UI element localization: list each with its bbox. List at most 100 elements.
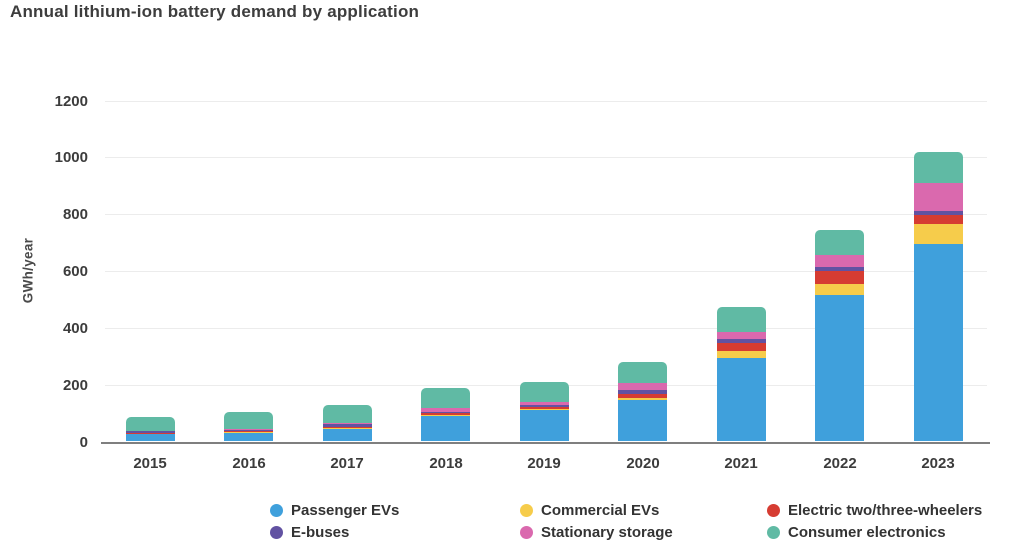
x-axis-label-2019: 2019 — [527, 455, 561, 472]
x-axis-line — [101, 442, 990, 444]
bar-segment-commercial-evs — [323, 427, 372, 429]
legend-swatch-icon — [767, 503, 780, 517]
legend-swatch-icon — [270, 503, 283, 517]
bar-segment-stationary-storage — [815, 255, 864, 267]
y-axis-tick-label: 400 — [62, 320, 88, 337]
bar-segment-electric-two-three-wheelers — [520, 406, 569, 410]
x-axis-label-2021: 2021 — [724, 455, 758, 472]
legend-label: E-buses — [291, 523, 350, 541]
bar-segment-passenger-evs — [618, 400, 667, 442]
bar-segment-e-buses — [126, 431, 175, 433]
bar-segment-consumer-electronics — [323, 405, 372, 424]
bar-segment-e-buses — [224, 429, 273, 432]
bar-segment-electric-two-three-wheelers — [815, 270, 864, 284]
bar-2022 — [815, 229, 864, 442]
bar-segment-electric-two-three-wheelers — [914, 215, 963, 225]
bar-segment-electric-two-three-wheelers — [421, 413, 470, 416]
chart-title: Annual lithium-ion battery demand by app… — [10, 2, 420, 21]
bar-2020 — [618, 362, 667, 442]
bar-segment-passenger-evs — [914, 244, 963, 442]
bar-segment-electric-two-three-wheelers — [323, 426, 372, 428]
bar-segment-electric-two-three-wheelers — [717, 342, 766, 352]
bar-2017 — [323, 405, 372, 442]
bar-segment-passenger-evs — [717, 357, 766, 442]
bar-segment-electric-two-three-wheelers — [126, 432, 175, 434]
bar-segment-e-buses — [815, 266, 864, 271]
bar-segment-commercial-evs — [224, 432, 273, 433]
bar-segment-passenger-evs — [815, 295, 864, 442]
bar-2015 — [126, 416, 175, 442]
legend-item-consumer-electronics: Consumer electronics — [767, 523, 946, 541]
bar-segment-commercial-evs — [815, 283, 864, 296]
bar-segment-electric-two-three-wheelers — [224, 431, 273, 433]
bar-segment-commercial-evs — [618, 398, 667, 401]
bar-segment-consumer-electronics — [520, 382, 569, 403]
bar-segment-stationary-storage — [224, 429, 273, 430]
legend-label: Commercial EVs — [541, 501, 660, 519]
legend-item-commercial-evs: Commercial EVs — [520, 501, 659, 519]
bar-segment-e-buses — [520, 404, 569, 407]
legend-item-stationary-storage: Stationary storage — [520, 523, 673, 541]
y-axis-tick-label: 1000 — [54, 149, 88, 166]
bar-segment-stationary-storage — [520, 402, 569, 405]
bar-segment-commercial-evs — [914, 224, 963, 245]
bar-segment-passenger-evs — [520, 410, 569, 442]
bar-segment-electric-two-three-wheelers — [618, 393, 667, 399]
bar-segment-consumer-electronics — [224, 412, 273, 430]
bar-segment-stationary-storage — [914, 182, 963, 211]
bar-segment-commercial-evs — [421, 415, 470, 416]
bar-segment-commercial-evs — [520, 409, 569, 411]
bar-segment-consumer-electronics — [815, 229, 864, 256]
bar-segment-passenger-evs — [224, 432, 273, 442]
x-axis-label-2022: 2022 — [823, 455, 857, 472]
y-axis-tick-label: 800 — [62, 206, 88, 223]
y-axis-tick-label: 600 — [62, 263, 88, 280]
x-axis-label-2015: 2015 — [133, 455, 167, 472]
legend-label: Electric two/three-wheelers — [788, 501, 983, 519]
bar-segment-consumer-electronics — [717, 306, 766, 332]
bar-segment-passenger-evs — [323, 428, 372, 442]
bar-segment-passenger-evs — [421, 415, 470, 442]
bar-2023 — [914, 152, 963, 442]
legend-label: Consumer electronics — [788, 523, 946, 541]
y-axis-tick-label: 200 — [62, 377, 88, 394]
bar-segment-stationary-storage — [618, 383, 667, 391]
bar-segment-stationary-storage — [126, 430, 175, 432]
x-axis-label-2020: 2020 — [626, 455, 660, 472]
bar-segment-e-buses — [618, 390, 667, 394]
gridline — [105, 328, 987, 329]
bar-2021 — [717, 306, 766, 442]
x-axis-label-2017: 2017 — [330, 455, 364, 472]
gridline — [105, 271, 987, 272]
legend-swatch-icon — [520, 525, 533, 539]
bar-segment-passenger-evs — [126, 434, 175, 442]
legend-swatch-icon — [767, 525, 780, 539]
bar-segment-e-buses — [914, 210, 963, 216]
bar-segment-stationary-storage — [421, 408, 470, 412]
bar-segment-commercial-evs — [717, 351, 766, 358]
x-axis-label-2018: 2018 — [429, 455, 463, 472]
legend-label: Passenger EVs — [291, 501, 400, 519]
bar-segment-e-buses — [717, 339, 766, 343]
bar-segment-consumer-electronics — [618, 362, 667, 384]
y-axis-tick-label: 1200 — [54, 93, 88, 110]
bar-segment-stationary-storage — [323, 423, 372, 425]
bar-segment-e-buses — [421, 411, 470, 414]
bar-segment-e-buses — [323, 424, 372, 427]
bar-2016 — [224, 412, 273, 442]
legend-swatch-icon — [520, 503, 533, 517]
gridline — [105, 214, 987, 215]
legend-swatch-icon — [270, 525, 283, 539]
bar-segment-consumer-electronics — [914, 152, 963, 183]
bar-2019 — [520, 382, 569, 442]
bar-segment-consumer-electronics — [126, 416, 175, 431]
gridline — [105, 101, 987, 102]
x-axis-label-2023: 2023 — [921, 455, 955, 472]
legend-item-electric-two-three-wheelers: Electric two/three-wheelers — [767, 501, 982, 519]
legend: Passenger EVs Commercial EVs Electric two/… — [0, 496, 1024, 552]
x-axis-label-2016: 2016 — [232, 455, 266, 472]
legend-label: Stationary storage — [541, 523, 673, 541]
gridline — [105, 157, 987, 158]
bar-segment-stationary-storage — [717, 331, 766, 339]
